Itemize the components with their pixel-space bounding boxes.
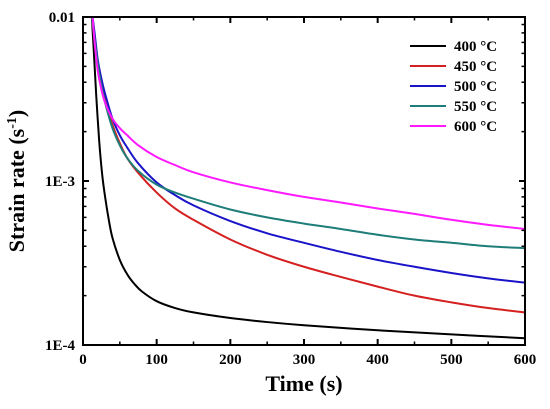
x-tick-label: 0 — [79, 352, 87, 368]
y-axis-title-superscript: -1 — [5, 117, 20, 129]
y-tick-label: 1E-3 — [45, 174, 75, 190]
x-tick-label: 500 — [440, 352, 463, 368]
legend-label-1: 450 °C — [454, 59, 497, 75]
legend-label-4: 600 °C — [454, 119, 497, 135]
y-tick-label: 1E-4 — [45, 338, 76, 354]
x-axis-title: Time (s) — [265, 371, 342, 396]
series-line-0 — [90, 17, 525, 340]
x-tick-label: 400 — [366, 352, 389, 368]
series-line-4 — [91, 17, 525, 230]
legend-label-0: 400 °C — [454, 39, 497, 55]
series-layer — [90, 17, 525, 340]
y-axis-title: Strain rate (s-1) — [4, 110, 29, 252]
x-tick-label: 600 — [514, 352, 537, 368]
ticks-layer: 0 100 200 300 400 500 600 1E-4 1E-3 0.01 — [45, 10, 536, 368]
legend: 400 °C 450 °C 500 °C 550 °C 600 °C — [410, 39, 497, 135]
y-tick-label: 0.01 — [49, 10, 75, 26]
legend-label-3: 550 °C — [454, 99, 497, 115]
x-tick-label: 200 — [219, 352, 242, 368]
x-tick-label: 300 — [293, 352, 316, 368]
x-tick-label: 100 — [145, 352, 168, 368]
legend-label-2: 500 °C — [454, 79, 497, 95]
series-line-2 — [91, 17, 525, 284]
y-axis-title-close: ) — [4, 110, 29, 117]
y-axis-title-main: Strain rate (s — [4, 128, 29, 252]
